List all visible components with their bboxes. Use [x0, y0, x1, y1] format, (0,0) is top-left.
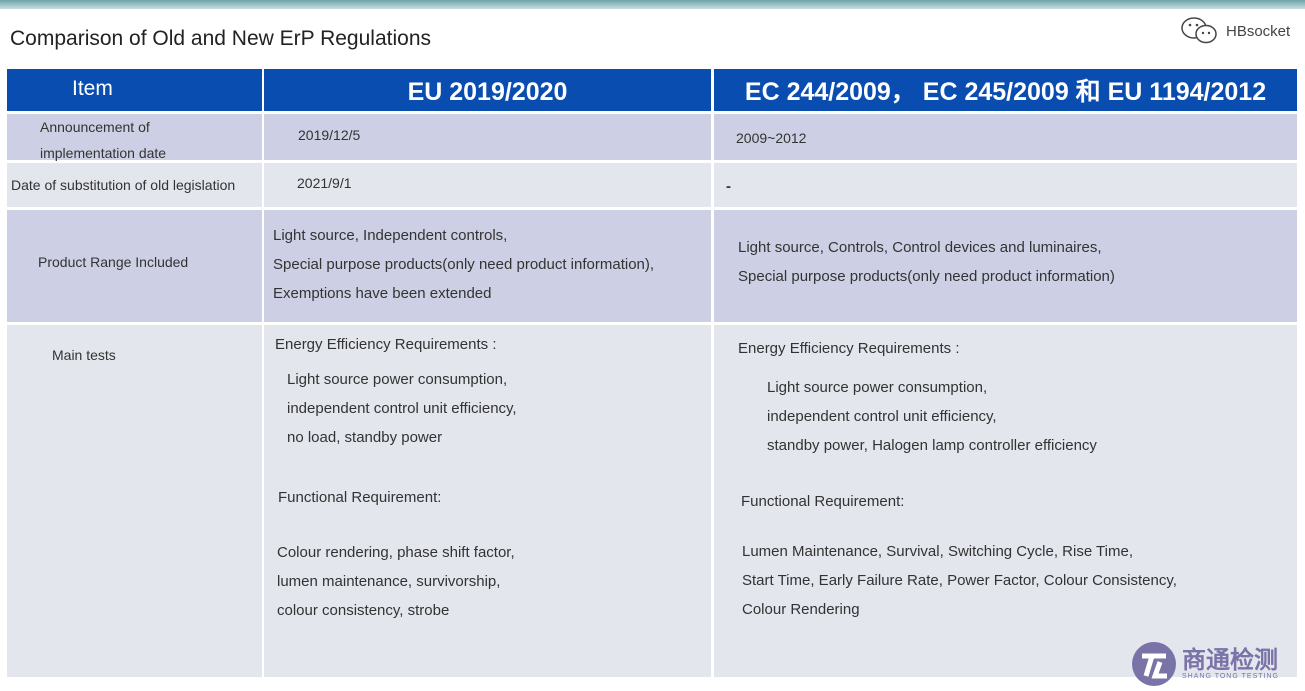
- text-line: standby power, Halogen lamp controller e…: [767, 437, 1097, 454]
- text-line: Light source, Independent controls,: [273, 227, 508, 244]
- header-item: Item: [7, 69, 262, 111]
- header-old: EC 244/2009， EC 245/2009 和 EU 1194/2012: [714, 69, 1297, 111]
- row-new: 2021/9/1: [264, 163, 711, 207]
- text-line: colour consistency, strobe: [277, 602, 450, 619]
- text-line: Functional Requirement:: [278, 489, 442, 506]
- top-bar: [0, 0, 1305, 9]
- row-old: Energy Efficiency Requirements : Light s…: [714, 325, 1297, 677]
- text-line: no load, standby power: [287, 429, 443, 446]
- text-line: Lumen Maintenance, Survival, Switching C…: [742, 543, 1133, 560]
- wechat-icon: [1181, 17, 1217, 44]
- text-line: Energy Efficiency Requirements :: [275, 336, 497, 353]
- text-line: Colour rendering, phase shift factor,: [277, 544, 515, 561]
- row-item: Date of substitution of old legislation: [7, 163, 262, 207]
- text-line: Start Time, Early Failure Rate, Power Fa…: [742, 572, 1177, 589]
- text-line: lumen maintenance, survivorship,: [277, 573, 501, 590]
- brand: HBsocket: [1180, 16, 1290, 46]
- watermark-en: SHANG TONG TESTING: [1182, 672, 1279, 680]
- text-line: Colour Rendering: [742, 601, 860, 618]
- row-new: Light source, Independent controls, Spec…: [264, 210, 711, 322]
- text-line: Special purpose products(only need produ…: [738, 268, 1115, 285]
- row-item: Announcement of implementation date: [7, 114, 262, 161]
- row-old: Light source, Controls, Control devices …: [714, 210, 1297, 322]
- row-item: Product Range Included: [7, 210, 262, 322]
- row-new: Energy Efficiency Requirements : Light s…: [264, 325, 711, 677]
- page-title: Comparison of Old and New ErP Regulation…: [10, 27, 431, 50]
- text-line: Exemptions have been extended: [273, 285, 492, 302]
- logo-icon: [1132, 642, 1176, 686]
- brand-name: HBsocket: [1226, 22, 1291, 40]
- row-new: 2019/12/5: [264, 114, 711, 160]
- text-line: independent control unit efficiency,: [767, 408, 997, 425]
- watermark-cn: 商通检测: [1182, 646, 1278, 674]
- text-line: Functional Requirement:: [741, 493, 905, 510]
- watermark-logo: 商通检测 SHANG TONG TESTING: [1130, 640, 1279, 688]
- text-line: Special purpose products(only need produ…: [273, 256, 655, 273]
- row-old: 2009~2012: [714, 114, 1297, 160]
- text-line: Light source power consumption,: [767, 379, 988, 396]
- text-line: Energy Efficiency Requirements :: [738, 340, 960, 357]
- text-line: Light source, Controls, Control devices …: [738, 239, 1102, 256]
- text-line: Light source power consumption,: [287, 371, 508, 388]
- row-old: -: [714, 163, 1297, 207]
- text-line: independent control unit efficiency,: [287, 400, 517, 417]
- header-new: EU 2019/2020: [264, 69, 711, 111]
- row-item: Main tests: [7, 325, 262, 677]
